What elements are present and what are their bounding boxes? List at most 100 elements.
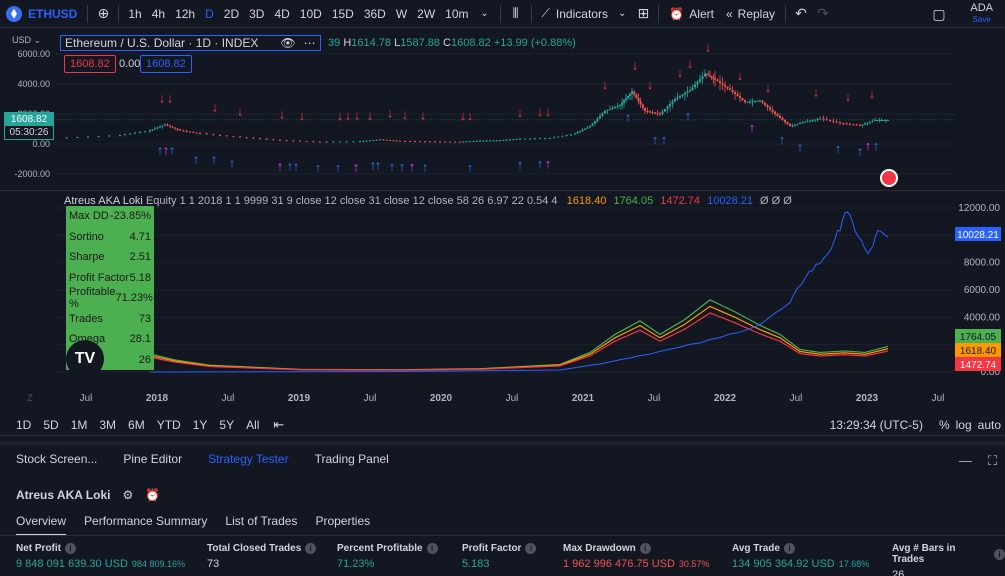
compare-add-icon[interactable]: ⊕ xyxy=(97,5,110,21)
info-icon[interactable]: i xyxy=(65,543,76,554)
replay-button[interactable]: « Replay xyxy=(720,0,781,28)
subtab-overview[interactable]: Overview xyxy=(16,514,67,536)
tab-strategy-tester[interactable]: Strategy Tester xyxy=(208,452,289,466)
range-all[interactable]: All xyxy=(246,417,260,432)
indicator-pane[interactable]: 12000.0010000.008000.006000.004000.00200… xyxy=(0,190,1005,390)
candle-body xyxy=(659,113,661,115)
chart-title: Ethereum / U.S. Dollar · 1D · INDEX xyxy=(65,36,259,50)
go-to-date-icon[interactable]: ⇤ xyxy=(273,416,285,432)
range-1d[interactable]: 1D xyxy=(16,417,32,432)
interval-10d[interactable]: 10D xyxy=(299,6,322,21)
indicators-button[interactable]: ⟋ Indicators ⌄ xyxy=(536,0,633,28)
range-3m[interactable]: 3M xyxy=(99,417,117,432)
candle-body xyxy=(385,139,388,141)
price-chart-canvas[interactable]: 6000.004000.002000.000.00-2000.00↓↓↓↓↓↓↓… xyxy=(0,29,1005,189)
more-icon[interactable]: ⋯ xyxy=(303,36,316,50)
subtab-performance-summary[interactable]: Performance Summary xyxy=(84,514,208,528)
candle-body xyxy=(779,116,781,118)
metric-label-text: Percent Profitable xyxy=(337,543,423,554)
candle-body xyxy=(880,120,883,121)
candle-type-icon[interactable]: ⫴ xyxy=(512,5,519,21)
candle-body xyxy=(515,139,518,140)
layout-save-button[interactable]: ADA Save xyxy=(970,3,993,25)
currency-selector[interactable]: USD ⌄ xyxy=(12,35,42,45)
maximize-icon[interactable]: ⛶ xyxy=(987,453,997,468)
range-ytd[interactable]: YTD xyxy=(156,417,181,432)
strategy-name: Atreus AKA Loki xyxy=(16,488,111,502)
range-6m[interactable]: 6M xyxy=(128,417,145,432)
settings-gear-icon[interactable]: ⚙ xyxy=(122,488,134,502)
alert-button[interactable]: ⏰ Alert xyxy=(663,0,720,28)
eye-icon[interactable]: 👁 xyxy=(280,36,296,50)
interval-3d[interactable]: 3D xyxy=(249,6,265,21)
interval-12h[interactable]: 12h xyxy=(175,6,196,21)
interval-1h[interactable]: 1h xyxy=(128,6,142,21)
interval-36d[interactable]: 36D xyxy=(363,6,386,21)
indicator-canvas[interactable]: 12000.0010000.008000.006000.004000.00200… xyxy=(0,191,1005,391)
range-1m[interactable]: 1M xyxy=(70,417,88,432)
indicator-legend[interactable]: Atreus AKA Loki Equity 1 1 2018 1 1 9999… xyxy=(64,195,792,207)
axis-tag-text: 1472.74 xyxy=(960,360,997,371)
interval-15d[interactable]: 15D xyxy=(331,6,354,21)
info-icon[interactable]: i xyxy=(783,543,795,554)
info-icon[interactable]: i xyxy=(305,543,317,554)
tab-pine-editor[interactable]: Pine Editor xyxy=(123,452,183,466)
undo-icon[interactable]: ↶ xyxy=(795,5,807,21)
interval-10m[interactable]: 10m xyxy=(445,6,469,21)
info-icon[interactable]: i xyxy=(525,543,537,554)
subtab-list-of-trades[interactable]: List of Trades xyxy=(225,514,298,528)
metric-avg-bars-in-trades: Avg # Bars in Trades i 26 xyxy=(892,543,1005,576)
interval-d[interactable]: D xyxy=(205,6,214,21)
stats-value: 28.1 xyxy=(129,333,151,346)
minimize-icon[interactable]: — xyxy=(958,453,972,468)
symbol-search-button[interactable]: ETHUSD xyxy=(0,0,83,28)
interval-w[interactable]: W xyxy=(395,6,408,21)
auto-toggle[interactable]: auto xyxy=(977,417,1001,432)
candle-body xyxy=(666,106,669,109)
range-5y[interactable]: 5Y xyxy=(219,417,235,432)
buy-signal-icon: ↑ xyxy=(370,158,377,173)
subtab-properties[interactable]: Properties xyxy=(315,514,371,528)
buy-signal-icon: ↑ xyxy=(422,159,429,174)
candle-body xyxy=(409,141,411,143)
redo-icon[interactable]: ↷ xyxy=(817,5,829,21)
fullscreen-icon[interactable]: ▢ xyxy=(932,5,946,22)
price-chart-pane[interactable]: 6000.004000.002000.000.00-2000.00↓↓↓↓↓↓↓… xyxy=(0,29,1005,189)
clock-label[interactable]: 13:29:34 (UTC-5) xyxy=(829,417,923,432)
stats-value: 5.18 xyxy=(129,271,151,284)
candle-body xyxy=(726,86,729,89)
sell-price-button[interactable]: 1608.82 xyxy=(64,55,116,73)
percent-toggle[interactable]: % xyxy=(938,417,950,432)
info-icon[interactable]: i xyxy=(994,548,1005,560)
metric-sub-value: 984 809.16% xyxy=(131,559,185,569)
axis-tag-text: 1618.40 xyxy=(960,346,997,357)
tradingview-logo[interactable]: TV xyxy=(66,340,104,378)
symbol-legend[interactable]: Ethereum / U.S. Dollar · 1D · INDEX 👁 ⋯ xyxy=(60,35,321,51)
us-flag-icon[interactable] xyxy=(880,169,898,187)
candle-body xyxy=(794,124,796,126)
metric-label: Percent Profitable i xyxy=(337,543,438,554)
interval-2w[interactable]: 2W xyxy=(417,6,436,21)
range-1y[interactable]: 1Y xyxy=(192,417,208,432)
interval-4h[interactable]: 4h xyxy=(151,6,166,21)
interval-2d[interactable]: 2D xyxy=(223,6,240,21)
interval-4d[interactable]: 4D xyxy=(274,6,290,21)
log-toggle[interactable]: log xyxy=(955,417,972,432)
tab-stock-screen[interactable]: Stock Screen... xyxy=(16,452,98,466)
buy-signal-icon: ↑ xyxy=(157,143,164,158)
tab-trading-panel[interactable]: Trading Panel xyxy=(314,452,389,466)
layout-grid-icon[interactable]: ⊞ xyxy=(637,5,650,21)
alarm-icon[interactable]: ⏰ xyxy=(145,488,161,502)
info-icon[interactable]: i xyxy=(426,543,438,554)
candle-body xyxy=(631,91,633,94)
time-axis[interactable]: Z Jul 2018 Jul 2019 Jul 2020 Jul 2021 Jul 2022 Jul 2… xyxy=(0,390,1005,406)
metric-label-text: Total Closed Trades xyxy=(207,543,302,554)
time-axis-label: Jul xyxy=(222,393,235,404)
range-5d[interactable]: 5D xyxy=(43,417,59,432)
zoom-icon[interactable]: Z xyxy=(27,393,33,403)
axis-tag-lower: 1472.74 xyxy=(955,357,1001,371)
price-axis-label: 0.00 xyxy=(32,139,50,149)
chevron-down-icon[interactable]: ⌄ xyxy=(480,8,489,19)
buy-price-button[interactable]: 1608.82 xyxy=(140,55,192,73)
info-icon[interactable]: i xyxy=(639,543,651,554)
